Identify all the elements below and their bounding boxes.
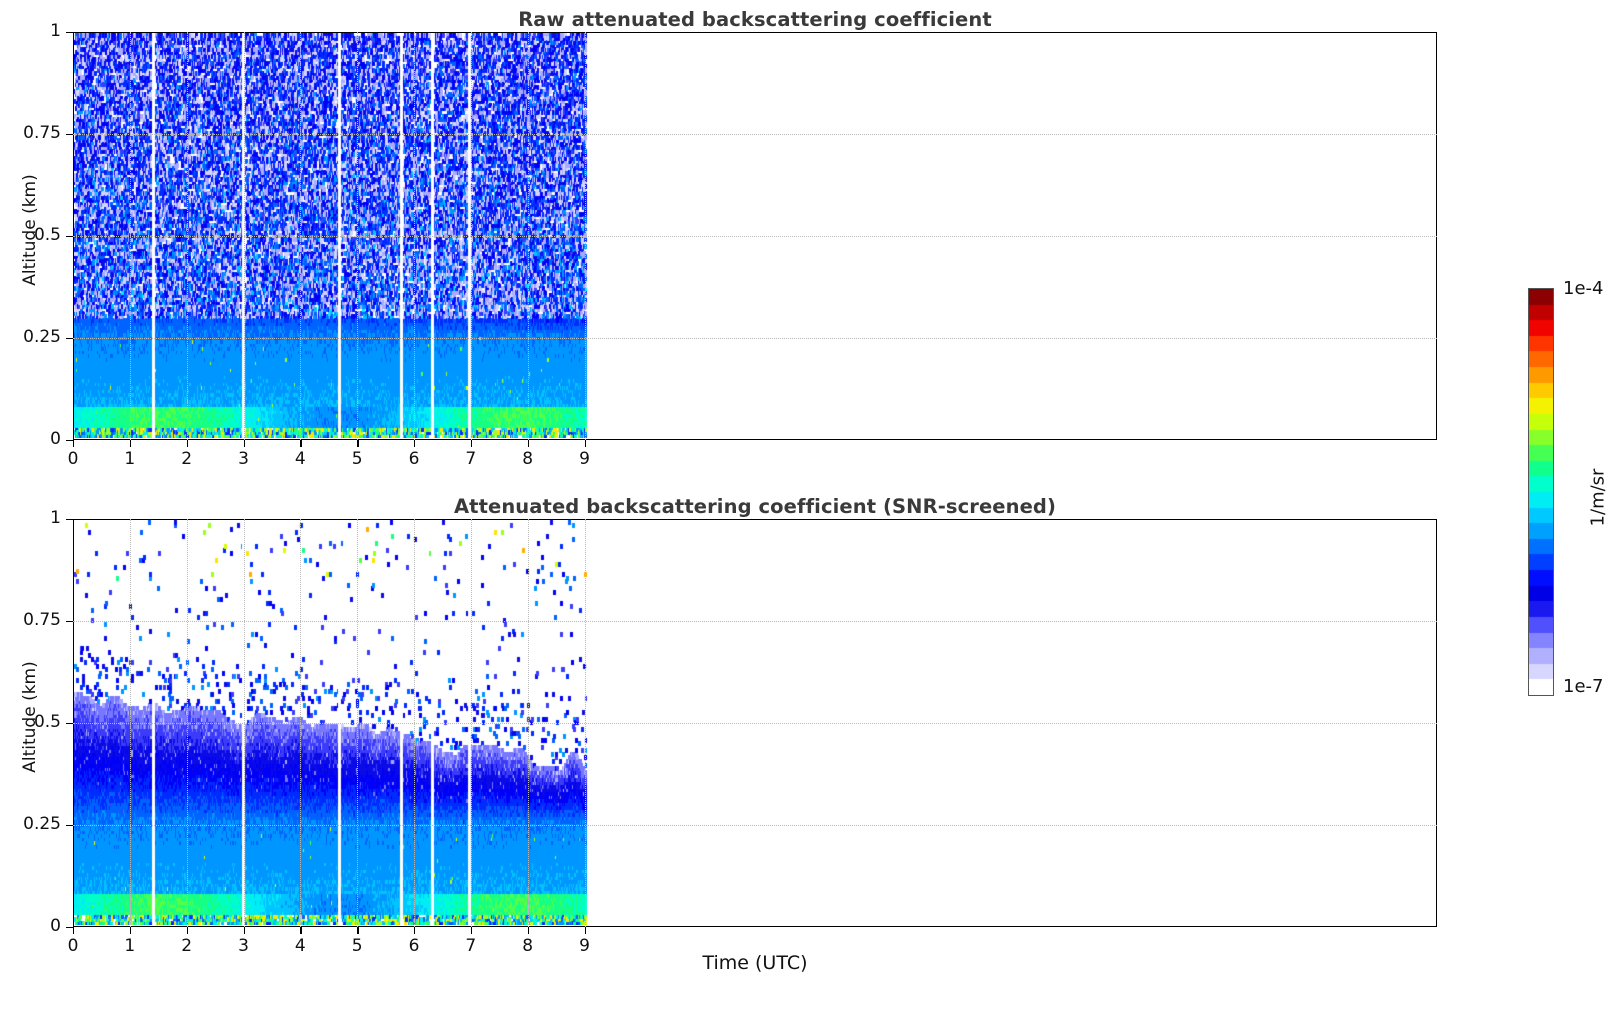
gridline-horizontal (73, 825, 1437, 826)
x-tick-label: 7 (465, 449, 477, 469)
x-tickmark (73, 440, 75, 447)
y-tick-label: 0.75 (23, 123, 61, 143)
y-tickmark (66, 723, 73, 725)
gridline-vertical (470, 519, 472, 927)
x-tick-label: 5 (351, 449, 363, 469)
y-tick-label: 1 (50, 508, 61, 528)
x-tick-label: 4 (294, 936, 306, 956)
x-tick-label: 8 (522, 936, 534, 956)
gridline-vertical (243, 519, 245, 927)
x-tickmark (186, 927, 189, 934)
x-tickmark (470, 927, 473, 934)
gridline-vertical (357, 519, 359, 927)
x-tickmark (243, 927, 245, 934)
gridline-vertical (527, 32, 529, 440)
x-tick-label: 6 (408, 936, 420, 956)
x-tickmark (129, 440, 132, 447)
x-tickmark (186, 440, 189, 447)
gridline-vertical (470, 32, 472, 440)
x-tickmark (414, 440, 416, 447)
gridline-horizontal (73, 338, 1437, 339)
y-tickmark (66, 927, 73, 929)
y-tick-label: 1 (50, 21, 61, 41)
y-tickmark (66, 338, 73, 340)
x-tick-label: 8 (522, 449, 534, 469)
gridline-vertical (186, 32, 188, 440)
x-tickmark (243, 440, 245, 447)
y-tick-label: 0.5 (33, 225, 61, 245)
colorbar-gradient (1528, 288, 1554, 696)
colorbar-min-label: 1e-7 (1563, 676, 1604, 697)
y-tickmark (66, 621, 73, 623)
x-tickmark (300, 440, 302, 447)
y-tick-label: 0 (50, 429, 61, 449)
gridline-vertical (584, 519, 586, 927)
gridline-vertical (243, 32, 245, 440)
gridline-vertical (186, 519, 188, 927)
x-tickmark (73, 927, 75, 934)
y-tickmark (66, 440, 73, 442)
x-tickmark (129, 927, 132, 934)
x-tick-label: 7 (465, 936, 477, 956)
x-tickmark (300, 927, 302, 934)
y-tick-label: 0.25 (23, 327, 61, 347)
panel-raw-title: Raw attenuated backscattering coefficien… (518, 8, 992, 31)
gridline-vertical (584, 32, 586, 440)
y-tickmark (66, 134, 73, 136)
gridline-vertical (527, 519, 529, 927)
x-tickmark (527, 440, 530, 447)
gridline-vertical (300, 32, 302, 440)
x-tick-label: 0 (67, 449, 79, 469)
x-tick-label: 1 (124, 936, 136, 956)
x-tick-label: 2 (181, 936, 193, 956)
x-tickmark (470, 440, 473, 447)
y-tickmark (66, 236, 73, 238)
gridline-horizontal (73, 723, 1437, 724)
x-tickmark (527, 927, 530, 934)
panel-screened-title: Attenuated backscattering coefficient (S… (453, 495, 1057, 518)
x-tickmark (414, 927, 416, 934)
gridline-vertical (129, 32, 131, 440)
y-tick-label: 0 (50, 916, 61, 936)
x-tick-label: 1 (124, 449, 136, 469)
y-tick-label: 0.5 (33, 712, 61, 732)
x-tick-label: 2 (181, 449, 193, 469)
gridline-vertical (357, 32, 359, 440)
gridline-horizontal (73, 236, 1437, 237)
x-tickmark (357, 440, 359, 447)
x-tick-label: 9 (579, 449, 590, 469)
x-tick-label: 3 (238, 936, 249, 956)
gridline-vertical (414, 519, 415, 927)
y-tickmark (66, 32, 73, 34)
figure-xlabel: Time (UTC) (702, 952, 808, 974)
y-tickmark (66, 825, 73, 827)
gridline-horizontal (73, 134, 1437, 135)
gridline-vertical (129, 519, 131, 927)
gridline-vertical (414, 32, 415, 440)
gridline-vertical (300, 519, 302, 927)
x-tickmark (584, 440, 586, 447)
x-tick-label: 3 (238, 449, 249, 469)
y-tick-label: 0.25 (23, 814, 61, 834)
x-tick-label: 6 (408, 449, 420, 469)
y-tickmark (66, 519, 73, 521)
y-tick-label: 0.75 (23, 610, 61, 630)
gridline-horizontal (73, 621, 1437, 622)
x-tick-label: 0 (67, 936, 79, 956)
x-tickmark (584, 927, 586, 934)
x-tick-label: 9 (579, 936, 590, 956)
x-tick-label: 5 (351, 936, 363, 956)
x-tick-label: 4 (294, 449, 306, 469)
x-tickmark (357, 927, 359, 934)
colorbar-title: 1/m/sr (1587, 468, 1609, 527)
colorbar-max-label: 1e-4 (1563, 278, 1604, 299)
